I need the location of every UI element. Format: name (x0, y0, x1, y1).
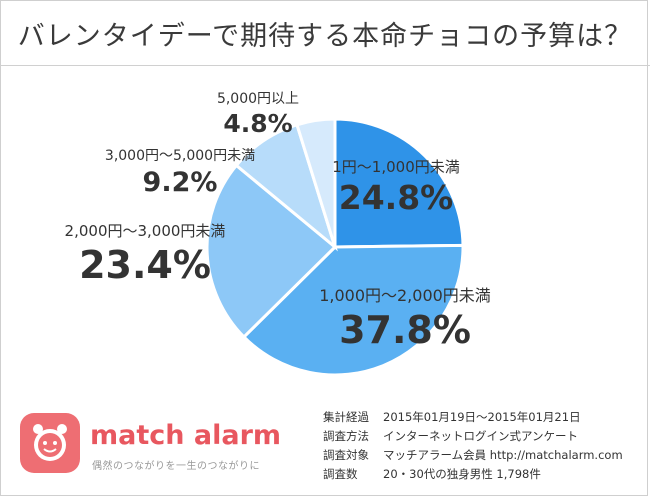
survey-info-key: 集計経過 (323, 410, 369, 424)
pie-slice (333, 117, 465, 249)
logo-name: match alarm (90, 420, 282, 451)
slice-percent-label: 23.4% (79, 243, 211, 287)
slice-label: 3,000円～5,000円未満 (105, 148, 255, 164)
alarm-clock-icon (20, 413, 80, 473)
title-divider (0, 65, 650, 66)
survey-info-row: 調査方法 インターネットログイン式アンケート (323, 427, 623, 446)
survey-info-row: 調査対象 マッチアラーム会員 http://matchalarm.com (323, 446, 623, 465)
slice-label: 5,000円以上 (217, 91, 299, 107)
survey-info-value: インターネットログイン式アンケート (383, 429, 579, 443)
survey-info-value: マッチアラーム会員 http://matchalarm.com (383, 448, 623, 462)
pie-slice (205, 163, 338, 340)
survey-info-row: 調査数 20・30代の独身男性 1,798件 (323, 465, 623, 484)
survey-info-key: 調査方法 (323, 429, 369, 443)
slice-percent-label: 24.8% (339, 178, 454, 217)
survey-info-key: 調査対象 (323, 448, 369, 462)
pie-slice (295, 117, 337, 248)
slice-percent-label: 37.8% (339, 308, 471, 352)
chart-title: バレンタイデーで期待する本命チョコの予算は？ (17, 21, 633, 52)
slice-label: 1,000円～2,000円未満 (319, 286, 491, 305)
logo-tagline: 偶然のつながりを一生のつながりに (92, 461, 260, 472)
pie-slice (241, 243, 465, 377)
survey-info-value: 20・30代の独身男性 1,798件 (383, 467, 541, 481)
slice-percent-label: 9.2% (143, 167, 218, 198)
survey-info-key: 調査数 (323, 467, 358, 481)
slice-label: 2,000円～3,000円未満 (65, 222, 226, 240)
footer: match alarm 偶然のつながりを一生のつながりに 集計経過 2015年0… (10, 398, 650, 498)
slice-label: 1円～1,000円未満 (332, 158, 460, 176)
survey-info-row: 集計経過 2015年01月19日～2015年01月21日 (323, 408, 623, 427)
survey-info: 集計経過 2015年01月19日～2015年01月21日 調査方法 インターネッ… (323, 408, 623, 484)
survey-info-value: 2015年01月19日～2015年01月21日 (383, 410, 581, 424)
slice-percent-label: 4.8% (223, 109, 292, 138)
